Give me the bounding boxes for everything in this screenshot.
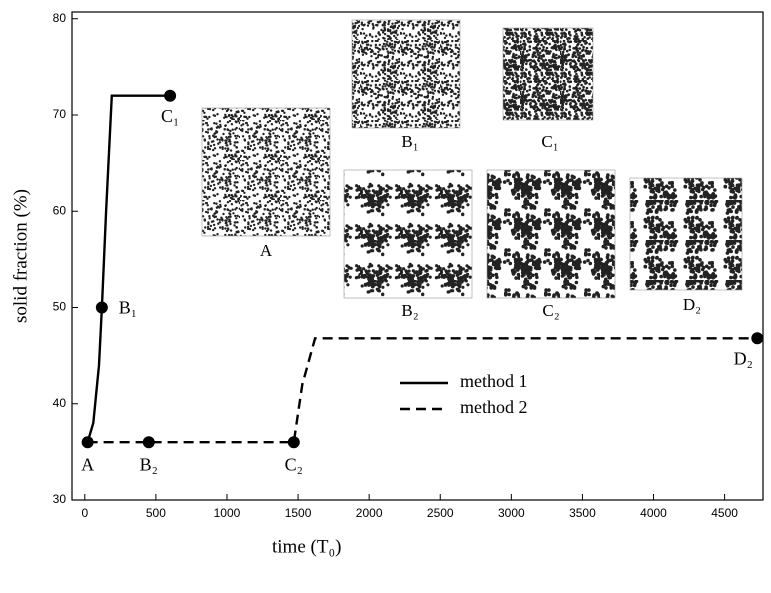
point-marker — [751, 332, 764, 345]
inset-image — [486, 169, 616, 299]
point-label: A — [81, 454, 94, 474]
y-tick-label: 70 — [53, 107, 67, 121]
x-tick-label: 3500 — [569, 506, 596, 520]
legend-label: method 2 — [460, 397, 528, 417]
y-tick-label: 40 — [53, 396, 67, 410]
inset-image — [343, 169, 473, 299]
point-label: B₂ — [140, 454, 158, 474]
x-tick-label: 1500 — [285, 506, 312, 520]
point-marker — [164, 89, 177, 102]
x-tick-label: 2000 — [356, 506, 383, 520]
y-tick-label: 80 — [53, 11, 67, 25]
point-marker — [81, 436, 94, 449]
point-marker — [142, 436, 155, 449]
inset-label: B₁ — [401, 132, 418, 151]
x-tick-label: 1000 — [214, 506, 241, 520]
x-tick-label: 4500 — [711, 506, 738, 520]
x-tick-label: 4000 — [640, 506, 667, 520]
x-tick-label: 500 — [146, 506, 166, 520]
x-tick-label: 0 — [81, 506, 88, 520]
x-tick-label: 2500 — [427, 506, 454, 520]
inset-image — [201, 107, 331, 237]
inset-label: B₂ — [401, 301, 418, 320]
legend-label: method 1 — [460, 371, 528, 391]
point-marker — [287, 436, 300, 449]
x-axis-label: time (T₀) — [272, 536, 341, 557]
plot-frame — [71, 11, 764, 501]
y-tick-label: 60 — [53, 203, 67, 217]
point-label: C₂ — [285, 454, 303, 474]
inset-image — [629, 177, 743, 291]
inset-image — [351, 19, 461, 129]
x-tick-label: 3000 — [498, 506, 525, 520]
series-line — [87, 337, 758, 444]
inset-label: C₂ — [542, 301, 559, 320]
y-tick-label: 30 — [53, 492, 67, 506]
inset-label: A — [260, 241, 273, 260]
y-tick-label: 50 — [53, 300, 67, 314]
y-axis-label: solid fraction (%) — [10, 189, 31, 323]
series-line — [86, 94, 171, 443]
point-label: D₂ — [734, 348, 753, 368]
point-label: B₁ — [119, 298, 137, 318]
point-label: C₁ — [161, 106, 179, 126]
inset-image — [502, 27, 594, 121]
point-marker — [95, 301, 108, 314]
inset-label: D₂ — [683, 295, 701, 314]
inset-label: C₁ — [541, 132, 558, 151]
